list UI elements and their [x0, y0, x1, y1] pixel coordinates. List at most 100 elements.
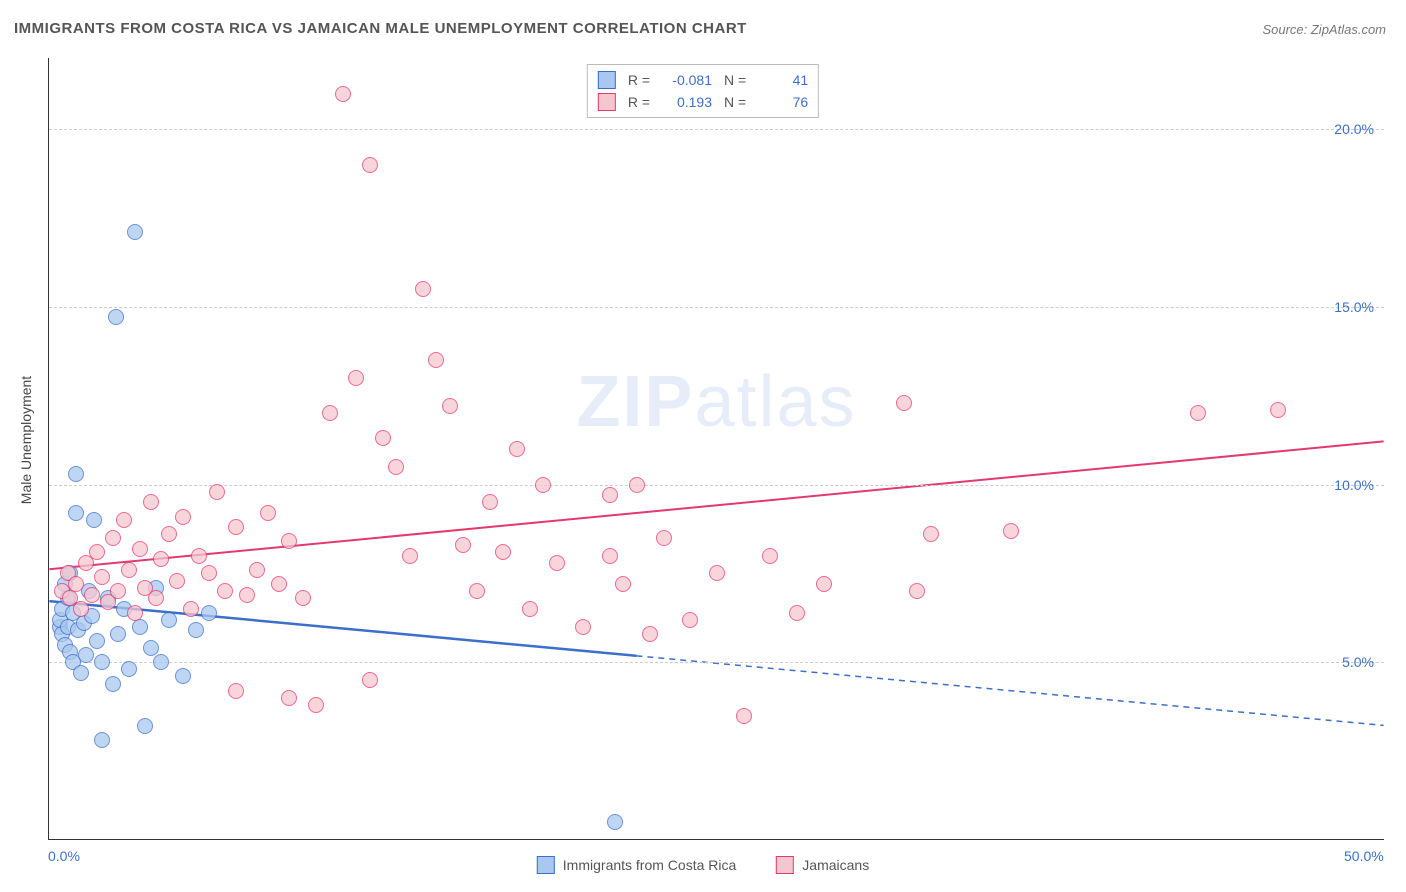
data-point	[108, 309, 124, 325]
data-point	[132, 541, 148, 557]
data-point	[86, 512, 102, 528]
trend-lines-svg	[49, 58, 1384, 839]
trend-line-solid	[49, 441, 1383, 569]
data-point	[402, 548, 418, 564]
data-point	[201, 565, 217, 581]
data-point	[137, 718, 153, 734]
legend-n-label: N =	[724, 94, 746, 110]
legend-n-label: N =	[724, 72, 746, 88]
data-point	[127, 224, 143, 240]
data-point	[335, 86, 351, 102]
data-point	[153, 551, 169, 567]
data-point	[183, 601, 199, 617]
data-point	[1003, 523, 1019, 539]
data-point	[656, 530, 672, 546]
data-point	[482, 494, 498, 510]
plot-area: ZIPatlas 5.0%10.0%15.0%20.0%	[48, 58, 1384, 840]
data-point	[789, 605, 805, 621]
data-point	[295, 590, 311, 606]
legend-n-value: 76	[758, 94, 808, 110]
data-point	[308, 697, 324, 713]
y-tick-label: 10.0%	[1334, 477, 1374, 493]
data-point	[143, 640, 159, 656]
data-point	[348, 370, 364, 386]
y-axis-title: Male Unemployment	[18, 376, 34, 504]
data-point	[442, 398, 458, 414]
data-point	[228, 519, 244, 535]
data-point	[629, 477, 645, 493]
data-point	[188, 622, 204, 638]
data-point	[896, 395, 912, 411]
legend-bottom: Immigrants from Costa RicaJamaicans	[537, 856, 869, 874]
data-point	[89, 544, 105, 560]
data-point	[682, 612, 698, 628]
data-point	[68, 466, 84, 482]
data-point	[762, 548, 778, 564]
legend-top-row: R = -0.081 N = 41	[598, 69, 808, 91]
legend-bottom-item: Immigrants from Costa Rica	[537, 856, 736, 874]
legend-n-value: 41	[758, 72, 808, 88]
y-tick-label: 20.0%	[1334, 121, 1374, 137]
data-point	[249, 562, 265, 578]
legend-swatch	[598, 93, 616, 111]
legend-r-label: R =	[628, 72, 650, 88]
data-point	[209, 484, 225, 500]
chart-title: IMMIGRANTS FROM COSTA RICA VS JAMAICAN M…	[14, 20, 747, 37]
data-point	[94, 732, 110, 748]
data-point	[607, 814, 623, 830]
data-point	[68, 576, 84, 592]
data-point	[281, 690, 297, 706]
data-point	[121, 661, 137, 677]
data-point	[388, 459, 404, 475]
data-point	[110, 626, 126, 642]
data-point	[94, 654, 110, 670]
data-point	[509, 441, 525, 457]
data-point	[736, 708, 752, 724]
gridline	[49, 485, 1384, 486]
data-point	[228, 683, 244, 699]
data-point	[549, 555, 565, 571]
data-point	[281, 533, 297, 549]
data-point	[127, 605, 143, 621]
data-point	[709, 565, 725, 581]
data-point	[201, 605, 217, 621]
data-point	[73, 665, 89, 681]
data-point	[816, 576, 832, 592]
data-point	[161, 526, 177, 542]
data-point	[161, 612, 177, 628]
data-point	[362, 157, 378, 173]
data-point	[191, 548, 207, 564]
x-tick-label: 0.0%	[48, 848, 80, 864]
chart-container: IMMIGRANTS FROM COSTA RICA VS JAMAICAN M…	[0, 0, 1406, 892]
data-point	[260, 505, 276, 521]
data-point	[105, 530, 121, 546]
legend-r-value: 0.193	[662, 94, 712, 110]
data-point	[169, 573, 185, 589]
data-point	[239, 587, 255, 603]
data-point	[271, 576, 287, 592]
data-point	[89, 633, 105, 649]
data-point	[116, 512, 132, 528]
data-point	[84, 587, 100, 603]
data-point	[78, 647, 94, 663]
data-point	[1270, 402, 1286, 418]
data-point	[469, 583, 485, 599]
data-point	[68, 505, 84, 521]
data-point	[923, 526, 939, 542]
gridline	[49, 662, 1384, 663]
legend-r-value: -0.081	[662, 72, 712, 88]
data-point	[615, 576, 631, 592]
data-point	[175, 668, 191, 684]
legend-swatch	[776, 856, 794, 874]
legend-top-row: R =0.193N =76	[598, 91, 808, 113]
data-point	[1190, 405, 1206, 421]
legend-swatch	[537, 856, 555, 874]
data-point	[110, 583, 126, 599]
data-point	[602, 548, 618, 564]
data-point	[105, 676, 121, 692]
data-point	[121, 562, 137, 578]
gridline	[49, 129, 1384, 130]
data-point	[522, 601, 538, 617]
data-point	[455, 537, 471, 553]
y-tick-label: 15.0%	[1334, 299, 1374, 315]
